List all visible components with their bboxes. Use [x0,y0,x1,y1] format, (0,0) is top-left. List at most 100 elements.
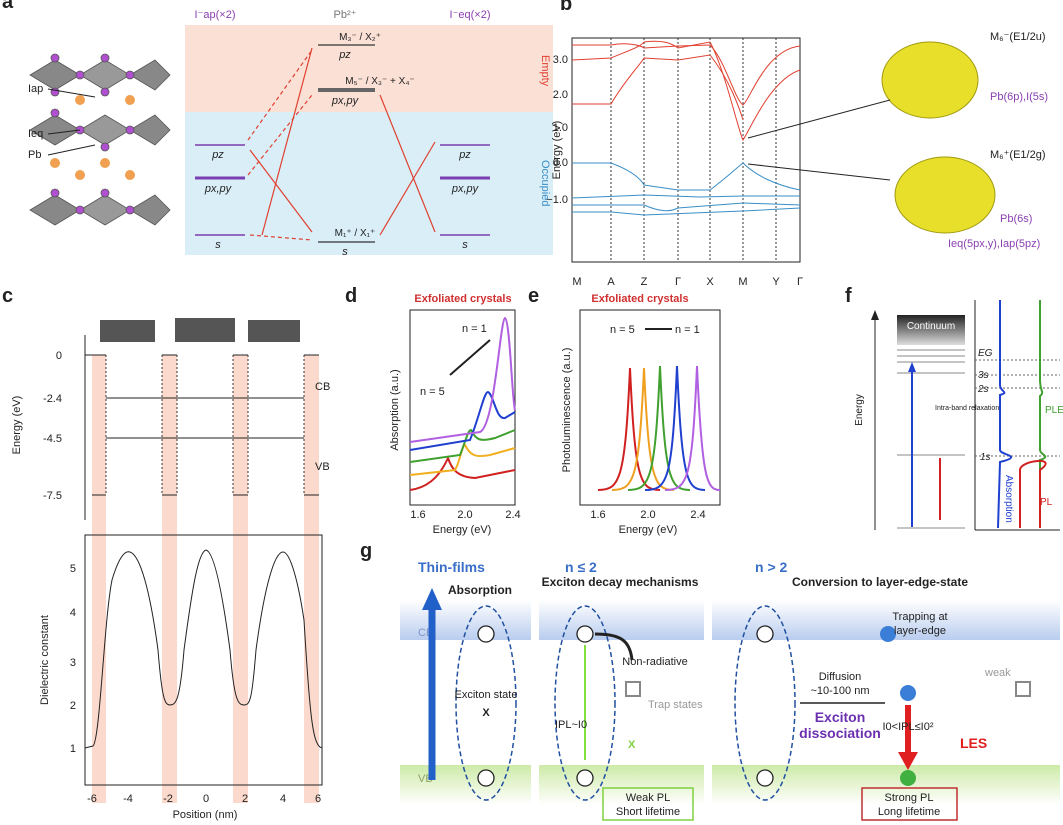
text-label: layer-edge [894,625,946,637]
text-label: M₃⁻ / X₂⁺ [339,32,381,43]
text-label: Exciton state [455,689,518,701]
group [318,44,375,243]
text-label: n = 1 [462,323,487,335]
text-label: M [738,276,747,288]
text-label: Dielectric constant [39,615,51,705]
text-label: A [607,276,615,288]
text-label: PL [1040,497,1053,508]
text-label: Intra-band relaxation [935,405,999,412]
text-label: 1 [70,743,76,755]
text-label: n > 2 [755,559,788,575]
text-label: Ieq [28,128,43,140]
text-label: a [2,0,14,13]
text-label: Γ [797,276,803,288]
shape [29,114,81,146]
shape [129,114,171,146]
text-label: 2.0 [457,509,472,521]
text-label: Short lifetime [616,806,680,818]
shape [50,108,60,118]
shape [79,59,131,91]
text-label: Thin-films [418,559,485,575]
shape [756,625,774,643]
text-label: e [528,285,539,307]
shape [247,49,313,141]
shape [29,194,81,226]
shape [747,163,891,181]
shape [125,125,135,135]
text-label: Absorption (a.u.) [389,369,401,450]
shape [627,365,691,491]
shape [249,234,313,241]
shape [477,769,495,787]
shape [75,205,85,215]
text-label: Energy (eV) [11,396,23,455]
text-label: Photoluminescence (a.u.) [561,348,573,473]
text-label: IPL~I0 [555,719,587,731]
text-label: Exciton [815,709,866,725]
text-label: I⁻ap(×2) [195,9,236,21]
text-label: M₆⁻(E1/2u) [990,31,1045,43]
group [50,95,135,180]
shape [79,194,131,226]
text-label: Z [641,276,648,288]
shape [881,41,979,119]
text-label: 4 [280,793,286,805]
text-label: CB [315,381,330,393]
group [477,625,774,787]
text-label: Iap [28,83,43,95]
shape [100,142,110,152]
text-label: Ieq(5px,y),Iap(5pz) [948,238,1040,250]
shape [100,188,110,198]
shape [75,70,85,80]
text-label: Exciton decay mechanisms [542,575,699,589]
shape [572,207,801,216]
text-label: px,py [204,183,233,195]
text-label: n ≤ 2 [565,559,597,575]
text-label: M [572,276,581,288]
group [85,354,319,496]
shape [571,40,801,141]
text-label: Strong PL [885,792,934,804]
group [195,144,490,236]
shape [100,87,110,97]
shape [125,205,135,215]
shape [409,390,516,451]
text-label: n = 5 [610,324,635,336]
shape [304,355,319,803]
text-label: Pb²⁺ [334,9,357,21]
text-label: -6 [87,793,97,805]
shape [900,685,916,701]
shape [47,129,81,135]
shape [422,588,442,610]
text-label: pz [458,149,471,161]
text-label: Empty [539,55,551,87]
text-label: 2 [242,793,248,805]
text-label: s [462,239,468,251]
group [100,318,300,342]
text-label: 3 [70,657,76,669]
text-label: 3.0 [553,54,568,66]
text-label: 0 [203,793,209,805]
shape [233,355,248,803]
group [92,355,319,803]
shape [897,315,965,345]
shape [185,112,553,255]
shape [898,752,918,770]
text-label: M₁⁺ / X₁⁺ [335,228,376,239]
shape [175,318,235,342]
text-label: 1.6 [590,509,605,521]
text-label: -2.4 [43,393,62,405]
group [455,605,796,801]
shape [84,534,323,786]
shape [734,605,796,801]
text-label: Energy (eV) [619,524,678,536]
shape [747,99,891,139]
group [610,38,777,262]
text-label: I⁻eq(×2) [450,9,491,21]
shape [579,309,721,506]
group [897,349,965,529]
shape [400,765,1060,805]
text-label: dissociation [799,725,881,741]
shape [125,170,135,180]
text-label: 2.0 [640,509,655,521]
